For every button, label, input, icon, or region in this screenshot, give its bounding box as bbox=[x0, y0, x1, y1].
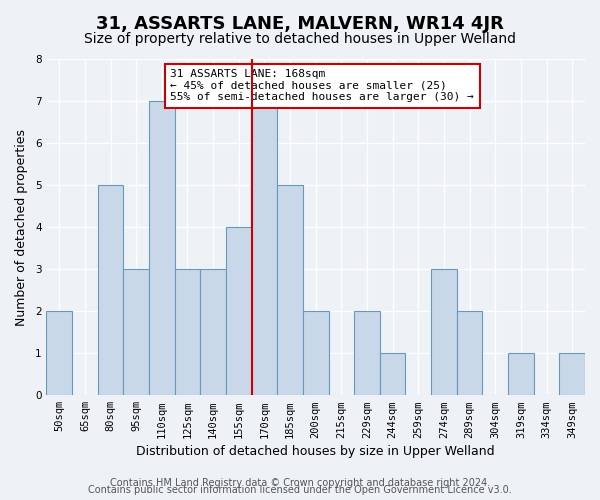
Bar bbox=[149, 101, 175, 395]
Bar bbox=[200, 269, 226, 395]
Bar bbox=[457, 311, 482, 395]
Bar bbox=[175, 269, 200, 395]
Bar bbox=[251, 101, 277, 395]
Y-axis label: Number of detached properties: Number of detached properties bbox=[15, 128, 28, 326]
Text: 31 ASSARTS LANE: 168sqm
← 45% of detached houses are smaller (25)
55% of semi-de: 31 ASSARTS LANE: 168sqm ← 45% of detache… bbox=[170, 69, 474, 102]
Bar bbox=[354, 311, 380, 395]
Text: Contains HM Land Registry data © Crown copyright and database right 2024.: Contains HM Land Registry data © Crown c… bbox=[110, 478, 490, 488]
Bar bbox=[277, 185, 303, 395]
Bar bbox=[124, 269, 149, 395]
X-axis label: Distribution of detached houses by size in Upper Welland: Distribution of detached houses by size … bbox=[136, 444, 495, 458]
Bar bbox=[226, 227, 251, 395]
Bar bbox=[431, 269, 457, 395]
Text: Contains public sector information licensed under the Open Government Licence v3: Contains public sector information licen… bbox=[88, 485, 512, 495]
Bar bbox=[508, 353, 534, 395]
Bar bbox=[46, 311, 72, 395]
Bar bbox=[559, 353, 585, 395]
Text: Size of property relative to detached houses in Upper Welland: Size of property relative to detached ho… bbox=[84, 32, 516, 46]
Bar bbox=[380, 353, 406, 395]
Text: 31, ASSARTS LANE, MALVERN, WR14 4JR: 31, ASSARTS LANE, MALVERN, WR14 4JR bbox=[96, 15, 504, 33]
Bar bbox=[98, 185, 124, 395]
Bar bbox=[303, 311, 329, 395]
